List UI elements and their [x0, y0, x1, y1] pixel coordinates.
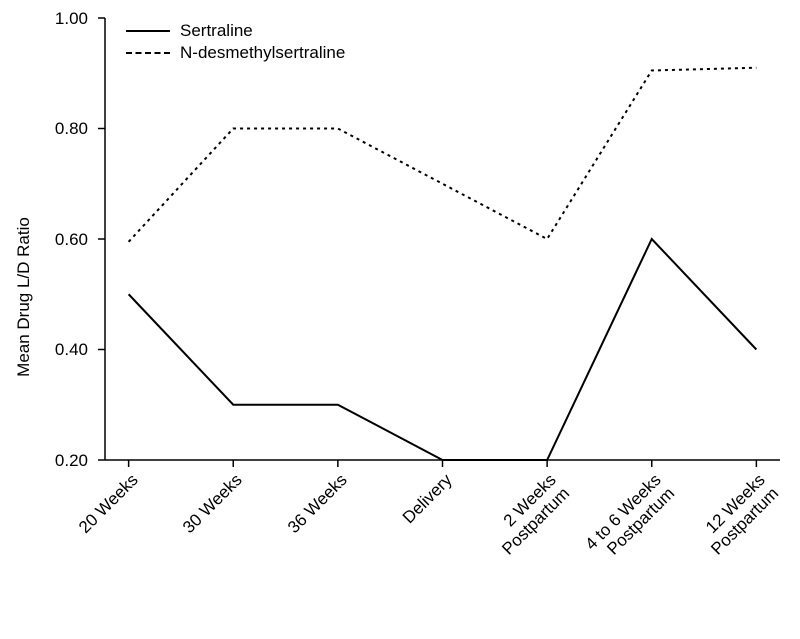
series-line-1 [129, 68, 757, 242]
y-tick-label: 0.40 [0, 340, 88, 360]
series-line-0 [129, 239, 757, 460]
y-tick-label: 0.60 [0, 230, 88, 250]
ld-ratio-line-chart: Mean Drug L/D Ratio Sertraline N-desmeth… [0, 0, 800, 594]
y-tick-label: 0.20 [0, 451, 88, 471]
y-tick-label: 0.80 [0, 119, 88, 139]
y-tick-label: 1.00 [0, 9, 88, 29]
